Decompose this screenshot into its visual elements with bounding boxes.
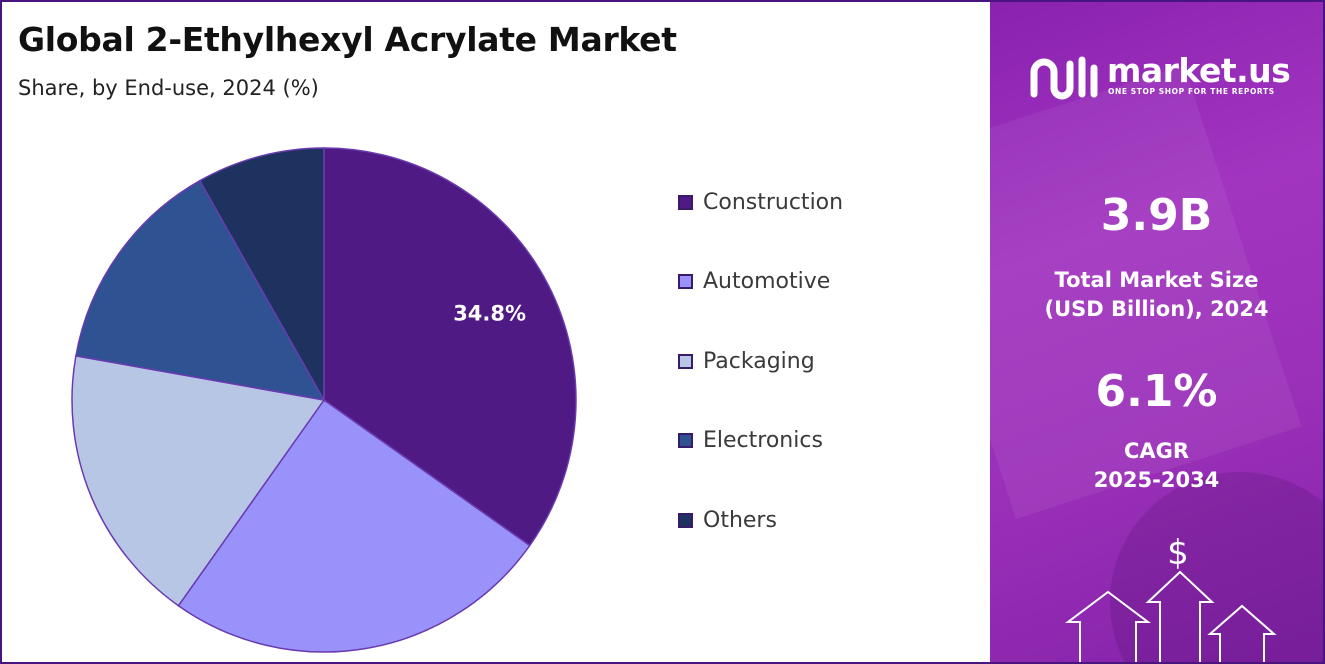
legend-item-others: Others xyxy=(678,503,843,537)
pie-slice-electronics xyxy=(75,179,326,402)
legend-swatch xyxy=(678,194,693,210)
legend-item-electronics: Electronics xyxy=(678,424,843,458)
chart-legend: Construction Automotive Packaging Electroni… xyxy=(678,185,843,583)
legend-label: Construction xyxy=(703,189,844,215)
market-size-label-line1: Total Market Size xyxy=(1054,268,1259,292)
pie-slice-others xyxy=(198,147,325,403)
legend-label: Packaging xyxy=(703,348,815,374)
market-us-logo-icon xyxy=(1030,56,1098,100)
pie-chart: 34.8% xyxy=(71,147,577,653)
market-size-label-line2: (USD Billion), 2024 xyxy=(1044,297,1269,321)
legend-label: Automotive xyxy=(703,269,831,294)
cagr-label-line1: CAGR xyxy=(1123,439,1190,463)
legend-item-packaging: Packaging xyxy=(678,344,843,378)
cagr-value: 6.1% xyxy=(1095,366,1218,417)
brand-name: market.us xyxy=(1107,51,1291,90)
legend-item-automotive: Automotive xyxy=(678,265,843,299)
chart-panel: Global 2-Ethylhexyl Acrylate Market Shar… xyxy=(2,2,990,662)
chart-subtitle: Share, by End-use, 2024 (%) xyxy=(18,76,319,100)
brand-tagline: ONE STOP SHOP FOR THE REPORTS xyxy=(1108,87,1275,96)
legend-swatch xyxy=(678,353,693,369)
pie-slice-packaging xyxy=(71,355,326,607)
legend-swatch xyxy=(678,512,693,528)
pie-slice-construction xyxy=(323,147,577,547)
growth-arrows-icon: $ xyxy=(1065,533,1277,662)
legend-swatch xyxy=(678,274,693,289)
pie-slice-automotive xyxy=(177,398,531,653)
legend-label: Electronics xyxy=(703,428,823,453)
chart-title: Global 2-Ethylhexyl Acrylate Market xyxy=(18,20,677,59)
market-size-value: 3.9B xyxy=(1100,190,1213,241)
legend-item-construction: Construction xyxy=(678,185,843,219)
cagr-label-line2: 2025-2034 xyxy=(1093,468,1220,492)
stats-panel: market.us ONE STOP SHOP FOR THE REPORTS … xyxy=(990,2,1323,662)
dollar-sign-icon: $ xyxy=(1167,533,1189,573)
data-label-construction: 34.8% xyxy=(453,301,526,325)
legend-swatch xyxy=(678,433,693,448)
legend-label: Others xyxy=(703,507,777,533)
